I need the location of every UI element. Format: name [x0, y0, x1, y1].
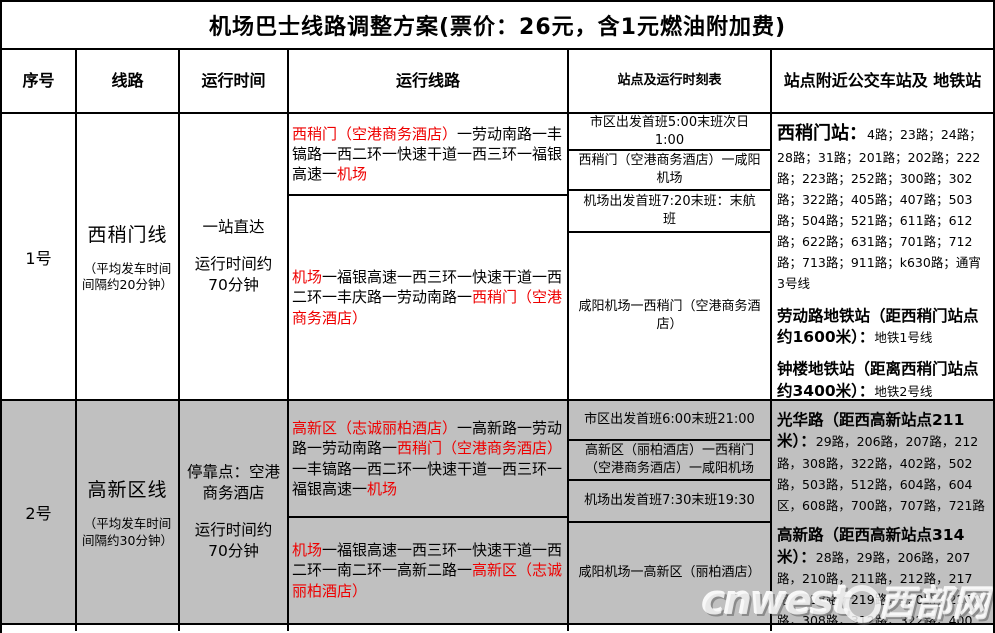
- next-row-stub: [2, 625, 993, 631]
- table-row-line1: 1号 西稍门线 （平均发车时间间隔约20分钟） 一站直达 运行时间约70分钟 西…: [2, 114, 993, 401]
- route-outbound: 西稍门（空港商务酒店）一劳动南路一丰镐路一西二环一快速干道一西三环一福银高速一机…: [289, 114, 567, 196]
- route-column: 西稍门（空港商务酒店）一劳动南路一丰镐路一西二环一快速干道一西三环一福银高速一机…: [289, 114, 569, 399]
- header-route: 运行线路: [289, 50, 569, 112]
- table-row-line2: 2号 高新区线 （平均发车时间间隔约30分钟） 停靠点：空港商务酒店 运行时间约…: [2, 401, 993, 625]
- schedule-city-departure: 市区出发首班6:00末班21:00: [569, 401, 770, 441]
- stop-name: 钟楼地铁站（距离西稍门站点约3400米）：: [777, 360, 979, 399]
- nearby-stations-cell: 光华路（距西高新站点211米）：29路，206路，207路，212路，308路，…: [772, 401, 993, 623]
- route-outbound: 高新区（志诚丽柏酒店）一高新路一劳动路一劳动南路一西稍门（空港商务酒店）一丰镐路…: [289, 401, 567, 518]
- route-mid: 一福银高速一西三环一快速干道一西二环一南二环一高新二路一: [292, 541, 563, 580]
- stop-name: 西稍门站：: [777, 123, 867, 144]
- stop-name: 光华路（距西高新站点211米）：: [777, 411, 965, 451]
- timetable-column: 市区出发首班5:00末班次日1:00 西稍门（空港商务酒店）一咸阳机场 机场出发…: [569, 114, 772, 399]
- route-start: 机场: [292, 268, 323, 287]
- header-nearby-stations: 站点附近公交车站及 地铁站: [783, 71, 982, 90]
- nearby-bus-stop-guanghualu: 光华路（距西高新站点211米）：29路，206路，207路，212路，308路，…: [777, 409, 988, 515]
- route-inbound: 机场一福银高速一西三环一快速干道一西二环一南二环一高新二路一高新区（志诚丽柏酒店…: [289, 518, 567, 623]
- time-main: 停靠点：空港商务酒店: [186, 463, 280, 503]
- line-name-cell: 高新区线 （平均发车时间间隔约30分钟）: [77, 401, 180, 623]
- route-end: 机场: [367, 479, 398, 498]
- line-note: （平均发车时间间隔约30分钟）: [82, 516, 173, 548]
- stop-lines: 地铁1号线: [874, 329, 933, 345]
- schedule-airport-departure: 机场出发首班7:30末班19:30: [569, 481, 770, 523]
- nearby-bus-stop: 西稍门站：4路；23路；24路；28路；31路；201路；202路；222路；2…: [777, 122, 988, 294]
- route-mid: 一福银高速一西三环一快速干道一西二环一丰庆路一劳动南路一: [292, 268, 563, 307]
- route-start: 西稍门（空港商务酒店）: [292, 124, 458, 143]
- serial-cell: 1号: [2, 114, 77, 399]
- stop-name: 劳动路地铁站（距西稍门站点约1600米）：: [777, 306, 979, 346]
- route-mid: 一丰镐路一西二环一快速干道一西三环一福银高速一: [292, 459, 563, 498]
- route-inbound: 机场一福银高速一西三环一快速干道一西二环一丰庆路一劳动南路一西稍门（空港商务酒店…: [289, 196, 567, 399]
- header-line: 线路: [77, 50, 180, 112]
- operating-time-cell: 停靠点：空港商务酒店 运行时间约70分钟: [180, 401, 289, 623]
- route-mid: 一劳动南路一丰镐路一西二环一快速干道一西三环一福银高速一: [292, 124, 563, 184]
- line-name: 西稍门线: [87, 223, 168, 246]
- serial-cell: 2号: [2, 401, 77, 623]
- schedule-outbound-route: 高新区（丽柏酒店）一西稍门（空港商务酒店）一咸阳机场: [569, 441, 770, 481]
- route-end: 高新区（志诚丽柏酒店）: [292, 561, 563, 600]
- nearby-bus-stop-gaoxinlu: 高新路（距西高新站点314米）：28路，29路，206路，207路，210路，2…: [777, 524, 988, 623]
- route-end: 西稍门（空港商务酒店）: [292, 288, 563, 327]
- timetable-column: 市区出发首班6:00末班21:00 高新区（丽柏酒店）一西稍门（空港商务酒店）一…: [569, 401, 772, 623]
- stop-lines: 4路；23路；24路；28路；31路；201路；202路；222路；223路；2…: [777, 127, 982, 292]
- time-main: 一站直达: [202, 218, 265, 237]
- operating-time-cell: 一站直达 运行时间约70分钟: [180, 114, 289, 399]
- route-column: 高新区（志诚丽柏酒店）一高新路一劳动路一劳动南路一西稍门（空港商务酒店）一丰镐路…: [289, 401, 569, 623]
- nearby-metro-zhonglou: 钟楼地铁站（距离西稍门站点约3400米）：地铁2号线: [777, 358, 988, 399]
- route-via: 西稍门（空港商务酒店）: [397, 439, 563, 458]
- route-start: 高新区（志诚丽柏酒店）: [292, 419, 458, 437]
- stop-name: 高新路（距西高新站点314米）：: [777, 526, 965, 566]
- stop-lines: 29路，206路，207路，212路，308路，322路，402路，502路，5…: [777, 434, 985, 514]
- header-stops-timetable: 站点及运行时刻表: [569, 50, 772, 112]
- stop-lines: 地铁2号线: [874, 383, 933, 399]
- route-start: 机场: [292, 541, 323, 560]
- table-header-row: 序号 线路 运行时间 运行线路 站点及运行时刻表 站点附近公交车站及 地铁站: [2, 50, 993, 114]
- schedule-inbound-route: 咸阳机场一西稍门（空港商务酒店）: [578, 299, 761, 332]
- page-title: 机场巴士线路调整方案(票价：26元，含1元燃油附加费): [2, 2, 993, 50]
- schedule-airport-departure: 机场出发首班7:20末班：末航班: [569, 191, 770, 233]
- route-end: 机场: [337, 165, 368, 184]
- header-serial: 序号: [2, 50, 77, 112]
- schedule-inbound-route: 咸阳机场一高新区（丽柏酒店）: [578, 565, 761, 581]
- nearby-stations-cell: 西稍门站：4路；23路；24路；28路；31路；201路；202路；222路；2…: [772, 114, 993, 399]
- schedule-outbound-route: 西稍门（空港商务酒店）一咸阳机场: [569, 151, 770, 191]
- schedule-city-departure: 市区出发首班5:00末班次日1:00: [569, 114, 770, 151]
- nearby-metro-laodonglu: 劳动路地铁站（距西稍门站点约1600米）：地铁1号线: [777, 305, 988, 348]
- header-operating-hours: 运行时间: [180, 50, 289, 112]
- line-note: （平均发车时间间隔约20分钟）: [82, 260, 173, 292]
- line-name: 高新区线: [87, 479, 168, 502]
- time-sub: 运行时间约70分钟: [194, 521, 273, 560]
- route-mid: 一高新路一劳动路一劳动南路一: [292, 419, 563, 458]
- time-sub: 运行时间约70分钟: [194, 255, 273, 294]
- line-name-cell: 西稍门线 （平均发车时间间隔约20分钟）: [77, 114, 180, 399]
